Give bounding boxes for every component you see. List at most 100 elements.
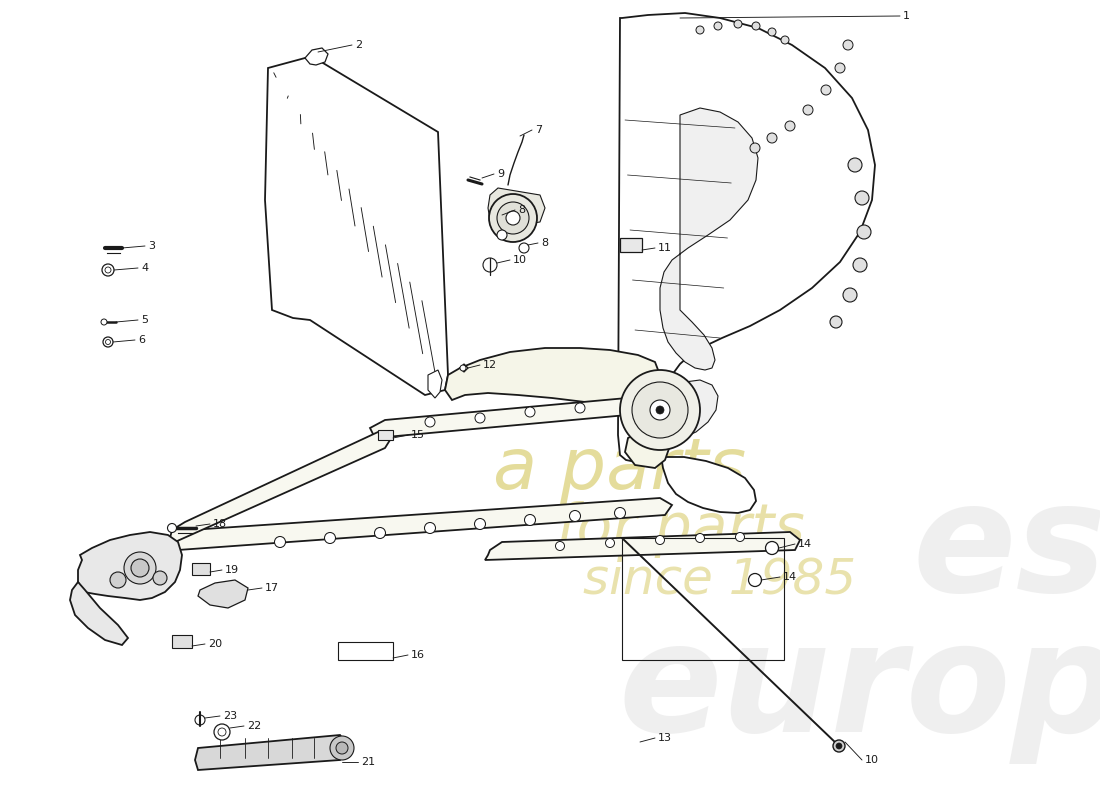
Circle shape [497,230,507,240]
Text: 13: 13 [658,733,672,743]
Polygon shape [170,432,390,542]
Circle shape [110,572,126,588]
Bar [192,563,210,575]
Circle shape [519,243,529,253]
Circle shape [336,742,348,754]
Text: 10: 10 [865,755,879,765]
Text: 12: 12 [483,360,497,370]
Circle shape [650,400,670,420]
Circle shape [124,552,156,584]
Circle shape [460,365,466,371]
Text: for parts: for parts [556,502,804,558]
Text: 22: 22 [248,721,262,731]
Text: 10: 10 [513,255,527,265]
Circle shape [474,518,485,530]
Circle shape [836,743,842,749]
Polygon shape [195,735,345,770]
Text: 16: 16 [411,650,425,660]
Circle shape [615,507,626,518]
Bar [172,635,192,648]
Text: 4: 4 [141,263,149,273]
Polygon shape [370,395,666,438]
Text: 3: 3 [148,241,155,251]
Circle shape [750,143,760,153]
Text: europ: europ [619,615,1100,765]
Circle shape [195,715,205,725]
Circle shape [857,225,871,239]
Polygon shape [305,48,328,65]
Circle shape [620,370,700,450]
Circle shape [153,571,167,585]
Text: es: es [913,475,1100,625]
Circle shape [104,267,111,273]
Circle shape [475,413,485,423]
Circle shape [570,510,581,522]
Polygon shape [70,582,128,645]
Text: 8: 8 [518,205,525,215]
Circle shape [556,542,564,550]
Bar [338,642,393,660]
Text: 23: 23 [223,711,238,721]
Circle shape [483,258,497,272]
Circle shape [425,417,435,427]
Circle shape [167,523,176,533]
Circle shape [218,728,226,736]
Circle shape [752,22,760,30]
Circle shape [835,63,845,73]
Text: 17: 17 [265,583,279,593]
Circle shape [605,538,615,547]
Circle shape [821,85,830,95]
Circle shape [803,105,813,115]
Polygon shape [446,348,660,405]
Circle shape [656,406,664,414]
Text: 8: 8 [541,238,548,248]
Circle shape [506,211,520,225]
Circle shape [656,535,664,545]
Circle shape [106,339,110,345]
Circle shape [714,22,722,30]
Circle shape [525,407,535,417]
Text: 20: 20 [208,639,222,649]
Circle shape [848,158,862,172]
Circle shape [696,26,704,34]
Polygon shape [198,580,248,608]
Circle shape [843,288,857,302]
Text: 18: 18 [213,519,227,529]
Text: 21: 21 [361,757,375,767]
Circle shape [102,264,114,276]
Circle shape [766,542,779,554]
Polygon shape [485,532,800,560]
Circle shape [785,121,795,131]
Text: 2: 2 [355,40,362,50]
Bar [621,538,784,660]
Circle shape [374,527,385,538]
Circle shape [525,514,536,526]
Circle shape [852,258,867,272]
Polygon shape [488,188,544,228]
Circle shape [103,337,113,347]
Text: a parts: a parts [494,435,747,505]
Text: 1: 1 [903,11,910,21]
Circle shape [425,522,436,534]
Circle shape [330,736,354,760]
Text: 14: 14 [798,539,812,549]
Text: 9: 9 [497,169,504,179]
Text: 6: 6 [138,335,145,345]
Text: 11: 11 [658,243,672,253]
Circle shape [497,202,529,234]
Circle shape [833,740,845,752]
Circle shape [695,534,704,542]
Circle shape [101,319,107,325]
Polygon shape [428,370,442,398]
Text: 19: 19 [226,565,239,575]
Circle shape [736,533,745,542]
Circle shape [131,559,149,577]
Circle shape [214,724,230,740]
Text: since 1985: since 1985 [583,556,857,604]
Circle shape [767,133,777,143]
Text: 7: 7 [535,125,542,135]
Circle shape [781,36,789,44]
Circle shape [575,403,585,413]
Circle shape [324,533,336,543]
Circle shape [734,20,742,28]
